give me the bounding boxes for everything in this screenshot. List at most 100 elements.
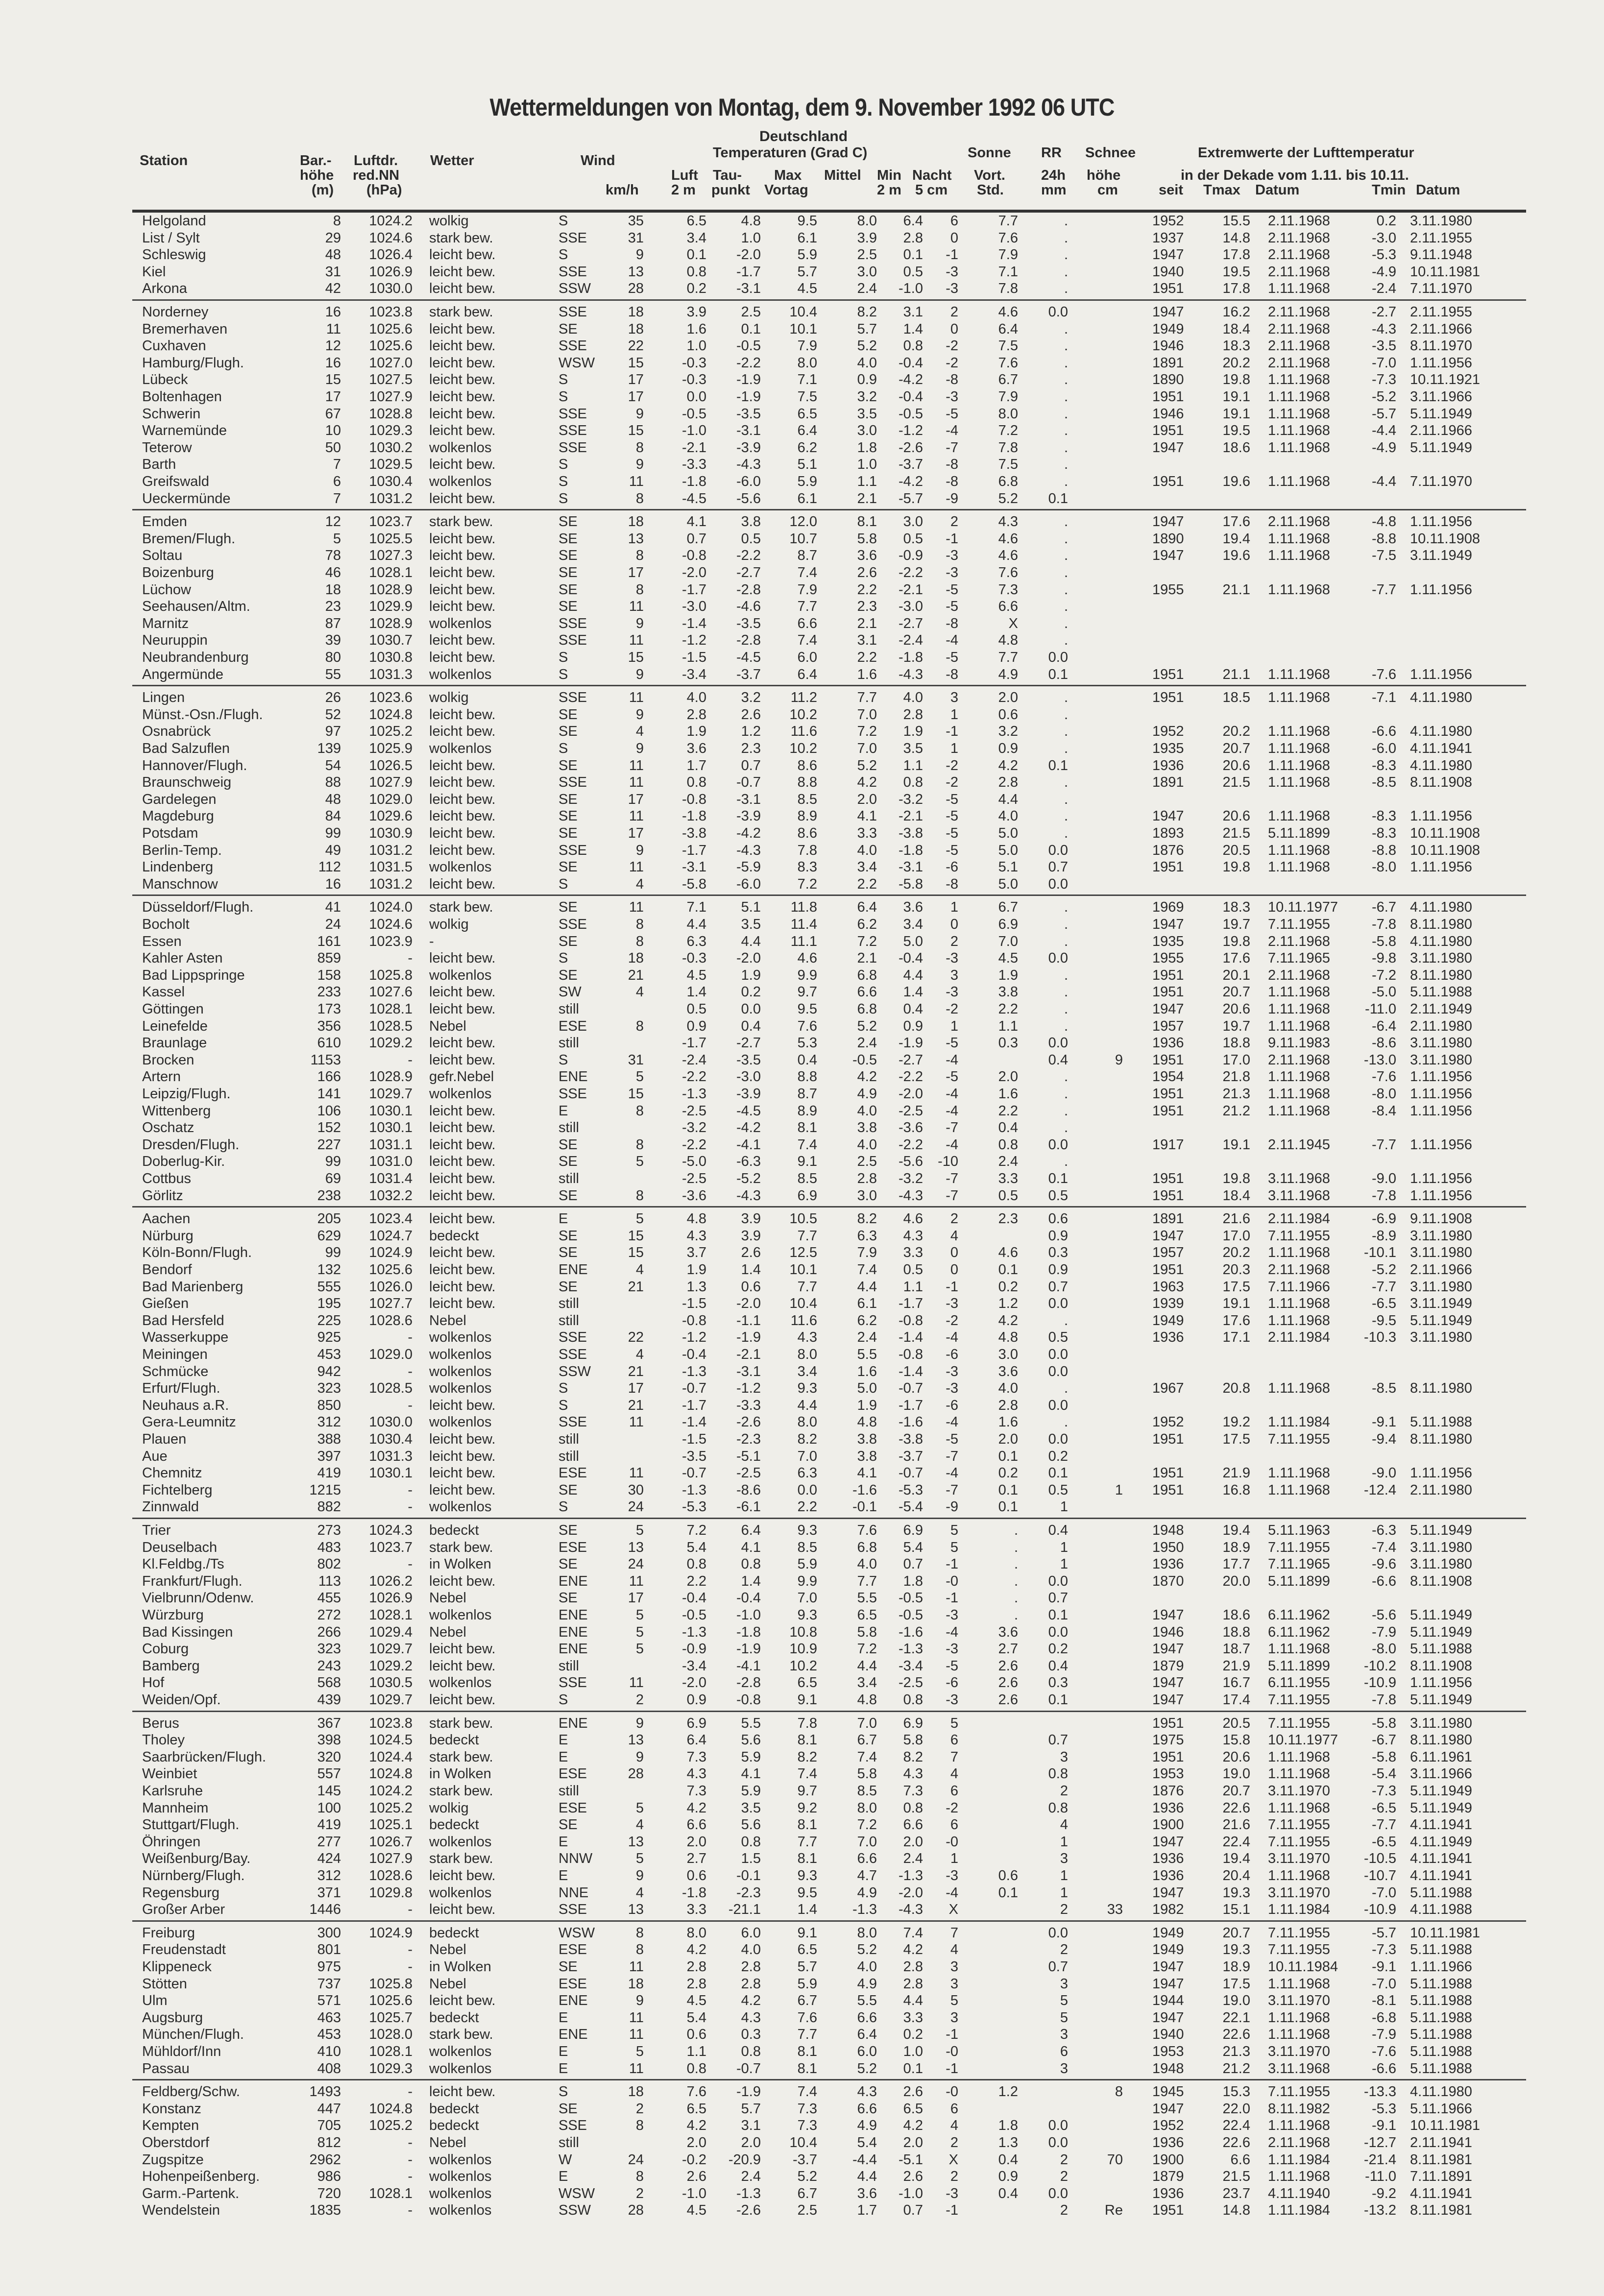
cell-max: 8.9: [797, 1103, 817, 1119]
cell-min: 1.1: [903, 757, 923, 773]
cell-max: 11.2: [790, 690, 817, 706]
table-row: Artern 166 1028.9 gefr.Nebel ENE 5 -2.2 -3.0 8.8…: [0, 1069, 1604, 1086]
cell-tmin: -5.7: [1372, 406, 1396, 422]
cell-max: 7.4: [797, 1766, 817, 1782]
table-row: Kassel 233 1027.6 leicht bew. SW 4 1.4 0.2 9.7 6.…: [0, 984, 1604, 1001]
cell-mittel: 4.0: [857, 1136, 877, 1153]
cell-wind-dir: ENE: [559, 1262, 588, 1278]
cell-mittel: 1.7: [857, 2202, 877, 2219]
cell-station: Kahler Asten: [142, 950, 223, 967]
cell-max: 7.4: [797, 632, 817, 649]
cell-tmax: 20.5: [1222, 842, 1250, 858]
cell-luft: 3.6: [686, 741, 706, 756]
cell-taupunkt: -5.2: [736, 1171, 761, 1186]
cell-rr: .: [1064, 1414, 1068, 1430]
cell-station: Zugspitze: [142, 2151, 204, 2168]
cell-max: 9.1: [797, 1692, 817, 1708]
cell-tmin: -8.3: [1372, 825, 1396, 841]
cell-nacht: 5: [950, 1539, 958, 1555]
cell-wind-kmh: 13: [628, 1902, 644, 1918]
cell-nacht: -1: [946, 2060, 958, 2077]
cell-rr: 0.5: [1048, 1187, 1068, 1204]
cell-wind-dir: ESE: [559, 1539, 587, 1555]
cell-wetter: in Wolken: [429, 1556, 491, 1572]
cell-sonne: 1.8: [998, 2118, 1018, 2134]
cell-luft: -1.0: [682, 2185, 706, 2201]
cell-wind-kmh: 9: [635, 1993, 644, 2009]
cell-max: 4.5: [797, 281, 817, 297]
cell-taupunkt: -1.8: [736, 1624, 761, 1640]
cell-wind-dir: S: [559, 876, 568, 892]
cell-taupunkt: 3.5: [741, 917, 761, 932]
cell-taupunkt: 1.4: [741, 1573, 761, 1589]
cell-tmin: -4.8: [1372, 514, 1396, 530]
cell-seit: 1951: [1152, 2202, 1184, 2219]
cell-station: Hamburg/Flugh.: [142, 355, 244, 371]
cell-tmax: 15.3: [1222, 2084, 1250, 2100]
cell-station: Passau: [142, 2060, 190, 2077]
cell-tmax-datum: 1.11.1968: [1268, 1641, 1330, 1657]
cell-station: Braunschweig: [142, 774, 232, 791]
cell-rr: 0.4: [1048, 1658, 1068, 1674]
cell-mittel: 4.0: [857, 1556, 877, 1572]
cell-wetter: leicht bew.: [429, 1187, 496, 1204]
cell-seit: 1947: [1152, 304, 1184, 320]
table-row: Stuttgart/Flugh. 419 1025.1 bedeckt SE 4 6.6 5.…: [0, 1817, 1604, 1834]
table-row: Neubrandenburg 80 1030.8 leicht bew. S 15 -1.5…: [0, 650, 1604, 666]
cell-luft: -3.8: [682, 825, 706, 841]
header-nacht-unit: 5 cm: [915, 182, 948, 198]
cell-mittel: 4.4: [857, 1279, 877, 1295]
cell-min: -1.8: [899, 842, 923, 858]
cell-mittel: -1.6: [852, 1482, 877, 1498]
cell-nacht: -7: [946, 1448, 958, 1464]
cell-tmin-datum: 6.11.1961: [1410, 1749, 1472, 1765]
cell-luft: 1.4: [686, 984, 706, 1000]
cell-bar: 986: [317, 2169, 341, 2185]
cell-tmax-datum: 1.11.1968: [1268, 281, 1330, 297]
cell-wind-dir: still: [559, 1296, 579, 1312]
cell-bar: 238: [317, 1187, 341, 1204]
cell-station: München/Flugh.: [142, 2027, 244, 2043]
cell-seit: 1946: [1152, 338, 1184, 354]
cell-station: Ueckermünde: [142, 490, 231, 507]
cell-wetter: stark bew.: [429, 1715, 493, 1731]
cell-min: -5.1: [899, 2151, 923, 2168]
table-row: Bendorf 132 1025.6 leicht bew. ENE 4 1.9 1.4 10.…: [0, 1262, 1604, 1279]
cell-taupunkt: -3.9: [736, 439, 761, 456]
cell-press: 1026.7: [369, 1834, 413, 1850]
cell-tmin: -10.7: [1363, 1868, 1396, 1884]
cell-press: 1023.7: [369, 1539, 413, 1555]
cell-nacht: -5: [946, 1069, 958, 1085]
table-row: Essen 161 1023.9- SE 8 6.3 4.4 11.1 7.2 5.0 2 7.0. 1…: [0, 934, 1604, 950]
cell-min: 1.8: [903, 1573, 923, 1589]
cell-tmax: 21.1: [1222, 581, 1250, 598]
cell-tmin: -7.7: [1372, 1817, 1396, 1833]
header-datum: Datum: [1255, 182, 1300, 198]
cell-station: Lüchow: [142, 581, 191, 598]
cell-seit: 1951: [1152, 1171, 1184, 1186]
cell-tmin-datum: 10.11.1908: [1410, 842, 1480, 858]
cell-tmax: 19.3: [1222, 1885, 1250, 1901]
cell-tmin-datum: 2.11.1966: [1410, 321, 1472, 337]
cell-max: 5.7: [797, 264, 817, 280]
cell-station: Bad Hersfeld: [142, 1312, 224, 1329]
cell-taupunkt: 1.9: [741, 967, 761, 983]
cell-luft: -1.3: [682, 1363, 706, 1379]
cell-wind-dir: E: [559, 1732, 568, 1748]
cell-luft: -0.5: [682, 1607, 706, 1623]
cell-station: Berlin-Temp.: [142, 842, 222, 858]
cell-min: 0.8: [903, 774, 923, 791]
cell-taupunkt: 1.0: [741, 230, 761, 246]
cell-station: Karlsruhe: [142, 1783, 203, 1799]
cell-wind-dir: SE: [559, 859, 578, 875]
cell-tmin-datum: 3.11.1949: [1410, 1296, 1472, 1312]
header-max: Max: [774, 168, 802, 183]
cell-luft: 4.2: [686, 1800, 706, 1816]
cell-mittel: 3.8: [857, 1120, 877, 1136]
cell-taupunkt: -0.8: [736, 1692, 761, 1708]
cell-seit: 1969: [1152, 899, 1184, 916]
cell-taupunkt: -0.1: [736, 1868, 761, 1884]
cell-nacht: -8: [946, 615, 958, 631]
cell-tmax-datum: 3.11.1968: [1268, 1187, 1330, 1204]
cell-max: 6.7: [797, 1993, 817, 2009]
